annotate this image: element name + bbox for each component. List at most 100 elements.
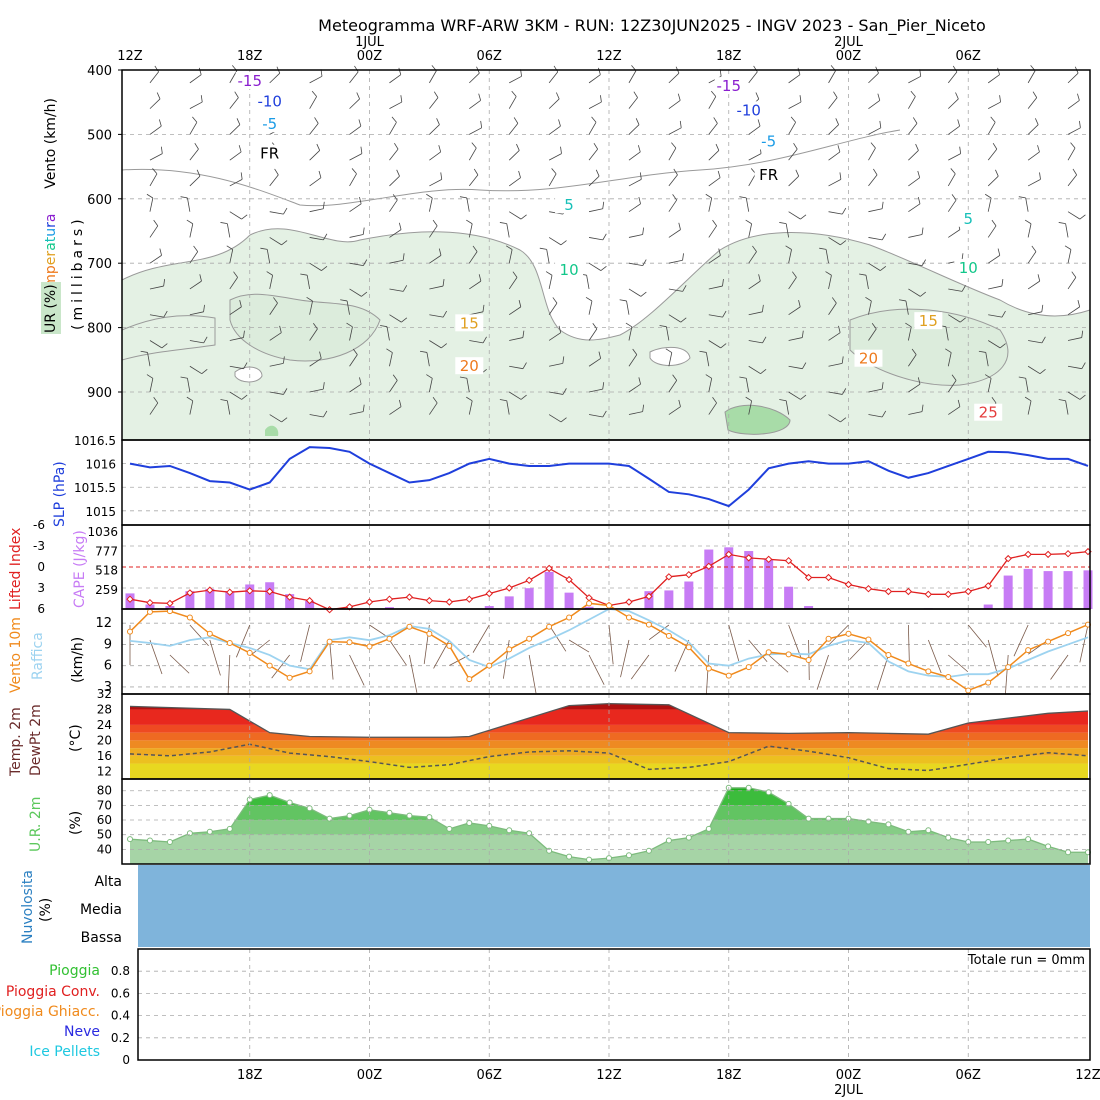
wind-barb — [508, 150, 520, 161]
wind10-point — [685, 644, 692, 651]
wind-barb-flag — [619, 299, 627, 302]
cape-bar — [484, 606, 494, 609]
wind10-arrow — [620, 639, 630, 678]
wind-barb — [1025, 378, 1029, 393]
wind10-point — [905, 660, 912, 667]
wind-barb — [389, 175, 400, 187]
cloud-units: (%) — [38, 898, 54, 922]
wind-barb — [548, 98, 560, 109]
wind-barb — [1067, 72, 1079, 84]
wind-barb-flag — [632, 348, 638, 355]
wind-barb-flag — [633, 91, 638, 98]
isotherm-label: -10 — [257, 92, 282, 110]
cape-bar — [784, 586, 794, 609]
lifted-point — [445, 598, 454, 606]
rh-point — [506, 827, 513, 834]
wind-barb — [628, 70, 637, 84]
cape-bar — [544, 571, 554, 609]
lifted-point — [804, 573, 813, 582]
lifted-point — [305, 596, 314, 605]
wind-barb-flag — [602, 201, 605, 209]
rh-point — [745, 784, 752, 791]
wind-barb-flag — [520, 214, 527, 220]
wind-barb — [788, 365, 803, 370]
bottom-tick-label: 06Z — [956, 1068, 982, 1083]
wind-barbs — [140, 65, 1086, 423]
wind-barb — [229, 151, 242, 161]
wind-barb — [666, 326, 670, 341]
cloud-level-alta: Alta — [94, 874, 122, 890]
wind-barb-flag — [562, 356, 565, 364]
wind-barb-flag — [1070, 142, 1076, 149]
wind-barb-flag — [220, 399, 228, 402]
wind-barb-flag — [921, 259, 927, 266]
wind-barb — [868, 388, 883, 393]
wind-barb-flag — [920, 291, 927, 297]
rh-tick-label: 40 — [97, 842, 112, 856]
rh-tick-label: 60 — [97, 813, 112, 827]
wind-barb-flag — [841, 388, 847, 395]
wind-barb — [828, 332, 841, 341]
wind-barb-flag — [201, 369, 208, 374]
wind-barb-flag — [917, 196, 921, 204]
wind-barb-flag — [1064, 245, 1072, 250]
wind-barb-flag — [438, 248, 442, 256]
wind-barb — [628, 354, 638, 367]
isotherm-label: 15 — [919, 312, 938, 330]
wind10-axis: 3 6 9 12 — [95, 616, 112, 695]
isotherm-label-bg — [235, 71, 264, 89]
temperature-label-letter: a — [43, 213, 59, 222]
wind-barb — [788, 277, 797, 290]
wind10-arrow — [1013, 624, 1029, 657]
wind-barb — [1067, 127, 1081, 135]
wind10-point — [226, 640, 233, 646]
wind-barb-flag — [241, 394, 248, 400]
wind-barb-flag — [959, 146, 962, 154]
wind-barb-flag — [835, 118, 839, 125]
wind-barb — [828, 362, 843, 367]
lifted-point — [126, 595, 134, 603]
lifted-point — [645, 592, 653, 601]
wind-barb — [908, 96, 916, 109]
wind10-point — [785, 651, 792, 658]
rh-point — [705, 825, 712, 832]
lifted-point — [505, 584, 513, 592]
wind-barb-flag — [831, 297, 837, 304]
wind-barb-flag — [551, 168, 557, 175]
wind-barb — [828, 237, 841, 246]
wind-barb-flag — [841, 207, 847, 215]
wind-barb-flag — [562, 388, 567, 395]
wind-barb — [349, 326, 353, 341]
wind-barb-flag — [163, 310, 168, 318]
rh-point — [805, 815, 812, 822]
wind-barb — [668, 147, 677, 161]
cape-bar — [704, 549, 714, 609]
wind-barb-flag — [682, 253, 684, 261]
wind-barb-flag — [180, 196, 188, 199]
wind-barb-flag — [793, 142, 798, 150]
wind-barb-flag — [283, 388, 288, 395]
wind-barb — [189, 101, 203, 109]
wind-barb — [828, 414, 841, 423]
wind-barb-flag — [997, 248, 1001, 256]
wind-barb-flag — [673, 168, 678, 176]
pressure-tick-label: 700 — [87, 257, 112, 272]
wind-barb — [828, 391, 843, 395]
wind-barb-flag — [1018, 376, 1026, 379]
cape-bar — [1083, 570, 1093, 609]
wind-barb — [187, 378, 191, 393]
wind10-arrow — [728, 624, 740, 662]
wind-barb — [1027, 223, 1032, 238]
wind-barb-flag — [779, 222, 787, 225]
wind-barb-flag — [678, 399, 681, 407]
wind-barb-flag — [233, 271, 238, 278]
isotherm-label-bg — [914, 312, 943, 330]
wind-barb-flag — [362, 259, 368, 266]
wind-barb — [548, 71, 559, 84]
wind-barb — [628, 326, 633, 341]
lifted-point — [206, 586, 214, 594]
wind-barb-flag — [442, 279, 445, 287]
wind-barb — [229, 124, 241, 135]
wind-barb — [349, 354, 358, 367]
